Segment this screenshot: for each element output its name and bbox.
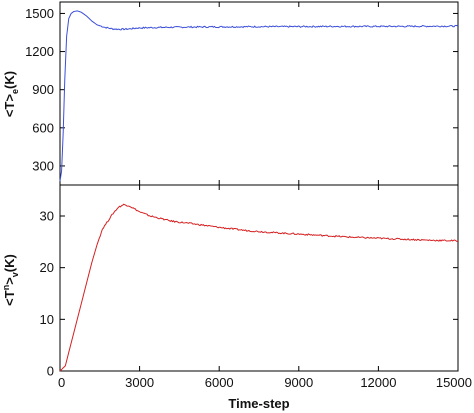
bottom-x-tick-label: 15000 <box>436 375 472 390</box>
bottom-x-tick-label: 6000 <box>205 375 234 390</box>
bottom-y-tick-label: 10 <box>40 312 54 327</box>
bottom-series-line <box>59 203 459 372</box>
top-ylabel-sub: e <box>10 89 20 94</box>
bottom-x-ticks: 0 3000 6000 9000 12000 15000 <box>58 185 472 390</box>
bottom-x-tick-label: 0 <box>58 375 65 390</box>
top-y-tick-label: 600 <box>32 120 54 135</box>
bottom-y-tick-label: 0 <box>47 364 54 379</box>
bottom-x-tick-label: 9000 <box>284 375 313 390</box>
top-x-ticks <box>59 2 459 185</box>
top-ylabel-main: <T> <box>2 94 17 118</box>
x-axis-title: Time-step <box>228 396 289 411</box>
bottom-ylabel-mid: > <box>2 277 17 285</box>
bottom-ylabel-sub: v <box>10 272 20 277</box>
top-ylabel-tail: (K) <box>2 71 17 89</box>
top-series-line <box>59 10 459 182</box>
bottom-ylabel-sup: n <box>1 285 11 291</box>
bottom-y-tick-label: 20 <box>40 260 54 275</box>
bottom-x-tick-label: 12000 <box>360 375 396 390</box>
top-y-tick-label: 1200 <box>25 44 54 59</box>
top-panel: 300 600 900 1200 1500 <T>e(K) <box>2 1 459 186</box>
top-y-tick-label: 900 <box>32 82 54 97</box>
top-y-axis-title: <T>e(K) <box>2 71 20 117</box>
top-y-tick-label: 300 <box>32 158 54 173</box>
top-y-ticks: 300 600 900 1200 1500 <box>25 6 458 173</box>
top-y-tick-label: 1500 <box>25 6 54 21</box>
bottom-ylabel-tail: (K) <box>2 254 17 272</box>
bottom-panel: 0 10 20 30 0 3000 6000 9000 12000 15000 <Tn>v(K)… <box>1 184 472 411</box>
bottom-x-tick-label: 3000 <box>125 375 154 390</box>
bottom-y-tick-label: 30 <box>40 209 54 224</box>
bottom-y-ticks: 0 10 20 30 <box>40 209 458 379</box>
bottom-ylabel-main: <T <box>2 290 17 306</box>
bottom-y-axis-title: <Tn>v(K) <box>1 254 20 306</box>
bottom-panel-frame <box>59 184 459 372</box>
